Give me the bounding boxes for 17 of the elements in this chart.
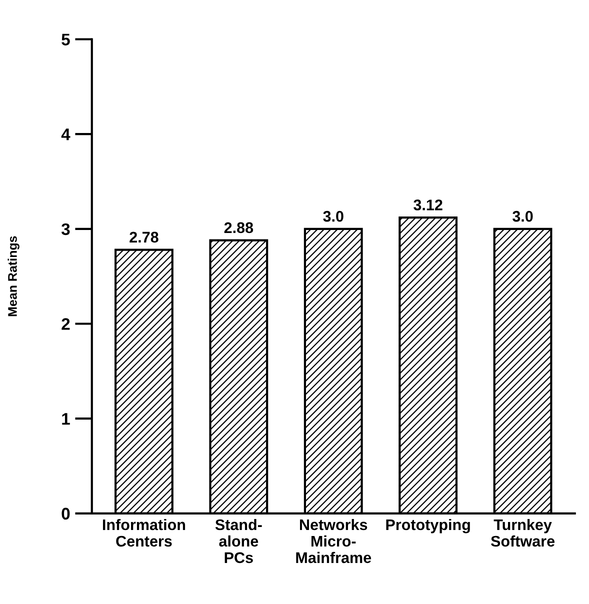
y-tick-label: 3 [61,223,70,236]
x-tick-label: Information Centers [102,518,186,547]
data-label: 3.12 [414,200,442,210]
y-tick-label: 2 [62,318,70,330]
y-axis-title: Mean Ratings [8,236,20,316]
x-tick-label: Turnkey Software [490,518,555,547]
data-label: 3.0 [512,210,533,222]
y-tick-label: 5 [62,34,70,46]
y-tick-label: 1 [62,413,70,425]
data-label: 3.0 [323,210,344,222]
x-tick-label: Stand- alone PCs [215,518,262,564]
data-label: 2.78 [130,232,158,243]
x-tick-label: Prototyping [386,518,470,534]
y-tick-label: 4 [61,128,70,140]
data-label: 2.88 [224,222,254,234]
y-tick-label: 0 [62,508,70,520]
x-tick-label: Networks Micro- Mainframe [296,518,372,564]
